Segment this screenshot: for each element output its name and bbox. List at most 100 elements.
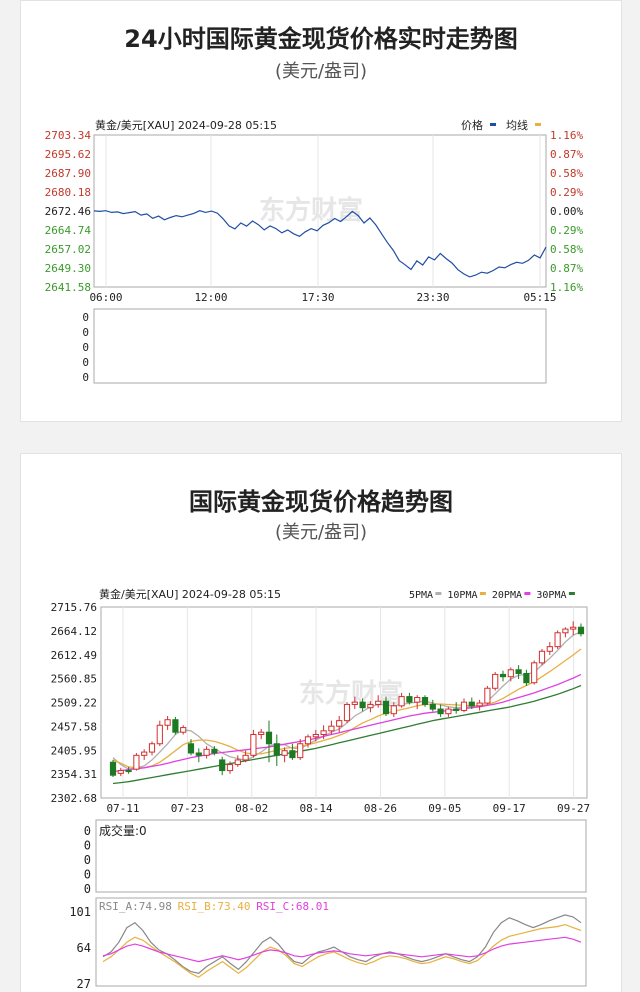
daily-plot-area: [100, 606, 588, 799]
legend-swatch: [435, 592, 442, 595]
candle: [234, 755, 241, 767]
candle: [468, 697, 475, 710]
rsi-tick-label: 101: [69, 905, 91, 919]
intraday-volume-axis: 0 0 0 0 0: [82, 311, 89, 384]
candle: [273, 734, 280, 766]
daily-volume-area: [95, 819, 587, 893]
candle: [297, 739, 304, 760]
legend-label: 20PMA: [492, 590, 522, 601]
x-tick-label: 09-27: [557, 802, 590, 815]
candle: [109, 759, 117, 778]
candle: [133, 753, 140, 771]
intraday-watermark: 东方财富: [259, 195, 363, 226]
rsi-tick-label: 27: [77, 977, 91, 991]
y-tick-label: 2715.76: [51, 601, 97, 614]
candle: [265, 720, 273, 763]
volume-tick-label: 0: [84, 824, 91, 838]
candle: [242, 750, 249, 763]
y-left-tick-label: 2657.02: [45, 243, 91, 256]
intraday-title: 24小时国际黄金现货价格实时走势图: [124, 25, 518, 53]
volume-tick-label: 0: [82, 311, 89, 324]
candle: [492, 672, 499, 691]
candle: [172, 716, 179, 735]
candle: [499, 670, 507, 682]
candle: [180, 725, 187, 735]
candle: [507, 667, 514, 682]
intraday-plot-area: [93, 134, 547, 288]
intraday-card: 24小时国际黄金现货价格实时走势图 (美元/盎司) 黄金/美元[XAU] 202…: [20, 0, 622, 422]
x-tick-label: 08-14: [300, 802, 333, 815]
candle: [211, 746, 218, 756]
x-tick-label: 08-26: [364, 802, 397, 815]
candle: [281, 747, 288, 763]
y-right-tick-label: 0.87%: [550, 262, 583, 275]
volume-tick-label: 0: [82, 341, 89, 354]
legend-label: 5PMA: [409, 590, 433, 601]
candle: [312, 729, 319, 742]
x-tick-label: 07-11: [106, 802, 139, 815]
candle: [148, 741, 156, 756]
y-left-tick-label: 2687.90: [45, 167, 91, 180]
y-left-tick-label: 2649.30: [45, 262, 91, 275]
y-left-tick-label: 2680.18: [45, 186, 91, 199]
y-right-tick-label: 0.00%: [550, 205, 583, 218]
daily-title: 国际黄金现货价格趋势图: [189, 488, 453, 516]
y-right-tick-label: 1.16%: [550, 129, 583, 142]
candle: [577, 623, 585, 637]
candle: [367, 701, 374, 713]
y-right-tick-label: 1.16%: [550, 281, 583, 294]
rsi-label: RSI_C:68.01: [256, 900, 329, 913]
candle: [343, 702, 351, 723]
legend-label: 均线: [506, 118, 528, 132]
x-tick-label: 08-02: [235, 802, 268, 815]
legend-swatch: [490, 123, 496, 126]
daily-rsi-labels: RSI_A:74.98 RSI_B:73.40 RSI_C:68.01: [99, 900, 329, 913]
y-left-tick-label: 2641.58: [45, 281, 91, 294]
legend-label: 30PMA: [536, 590, 566, 601]
candle: [562, 627, 569, 638]
x-tick-label: 12:00: [194, 291, 227, 304]
candle: [328, 720, 335, 735]
y-tick-label: 2457.58: [51, 720, 97, 733]
volume-tick-label: 0: [82, 326, 89, 339]
legend-swatch: [568, 592, 575, 595]
y-tick-label: 2664.12: [51, 625, 97, 638]
volume-tick-label: 0: [82, 371, 89, 384]
volume-tick-label: 0: [84, 882, 91, 896]
daily-card: 国际黄金现货价格趋势图 (美元/盎司) 黄金/美元[XAU] 2024-09-2…: [20, 453, 622, 992]
candle: [414, 695, 421, 710]
candle: [219, 756, 226, 776]
intraday-y-left-axis: 2703.34 2695.62 2687.90 2680.18 2672.46 2664.…: [45, 129, 92, 294]
candle: [195, 748, 202, 763]
candle: [156, 720, 163, 747]
candle: [421, 695, 429, 707]
y-tick-label: 2354.31: [51, 768, 97, 781]
x-tick-label: 17:30: [301, 291, 334, 304]
y-left-tick-label: 2664.74: [45, 224, 92, 237]
candle: [226, 761, 234, 774]
candle: [258, 728, 265, 740]
y-right-tick-label: 0.58%: [550, 167, 583, 180]
daily-volume-label: 成交量:0: [99, 823, 147, 838]
intraday-chart: 黄金/美元[XAU] 2024-09-28 05:15 价格 均线 东方财富 27…: [45, 118, 584, 384]
y-tick-label: 2302.68: [51, 792, 97, 805]
intraday-x-axis: 06:00 12:00 17:30 23:30 05:15: [89, 291, 556, 304]
candle: [570, 621, 577, 636]
y-tick-label: 2509.22: [51, 697, 97, 710]
candle: [125, 766, 132, 774]
y-left-tick-label: 2672.46: [45, 205, 91, 218]
candle: [351, 696, 358, 710]
y-tick-label: 2612.49: [51, 649, 97, 662]
daily-y-axis: 2715.76 2664.12 2612.49 2560.85 2509.22 2457.…: [51, 601, 97, 805]
candle: [398, 692, 405, 708]
candle: [538, 648, 546, 666]
daily-rsi-axis: 101 64 27: [69, 905, 91, 991]
volume-tick-label: 0: [84, 868, 91, 882]
candle: [141, 749, 148, 760]
candle: [460, 698, 468, 713]
candle: [484, 685, 491, 705]
candle: [406, 692, 413, 705]
volume-tick-label: 0: [84, 839, 91, 853]
daily-header: 黄金/美元[XAU] 2024-09-28 05:15: [99, 587, 281, 601]
